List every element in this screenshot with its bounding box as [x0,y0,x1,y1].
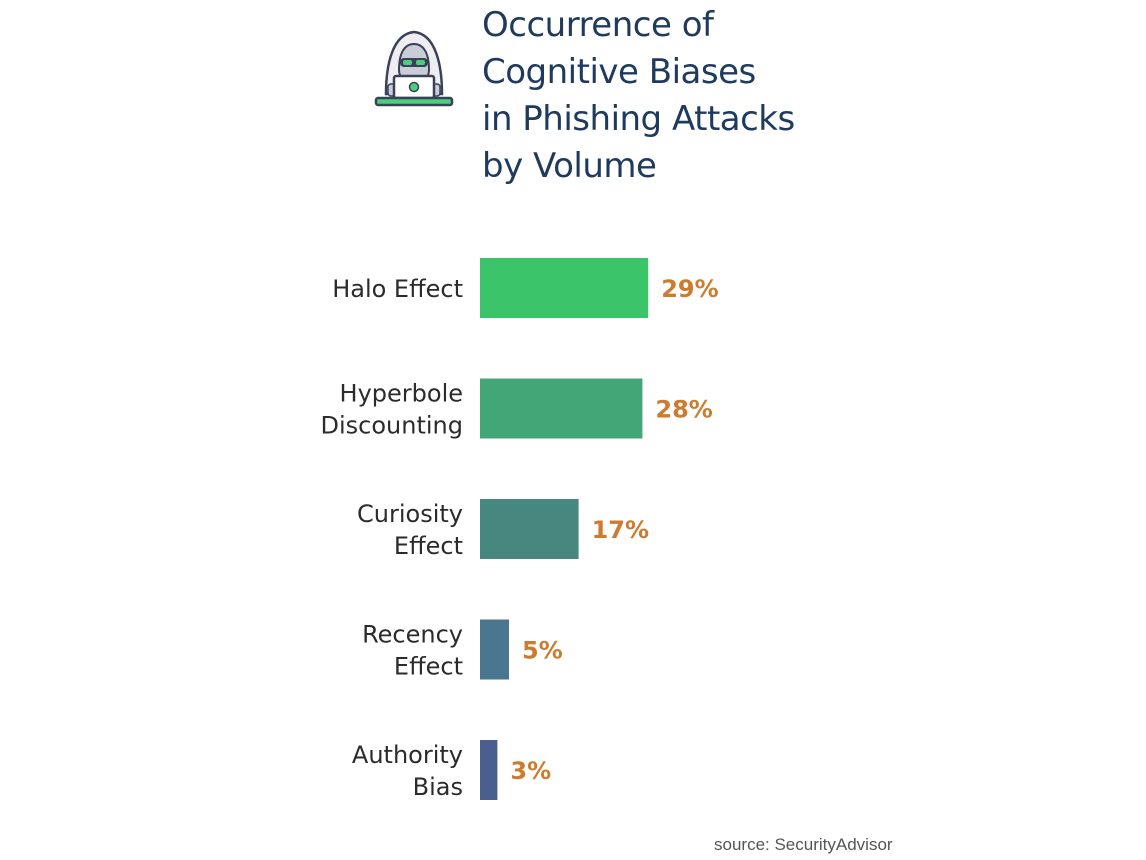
bar-0 [480,258,649,318]
category-label-1-0: Hyperbole [340,380,463,408]
source-note: source: SecurityAdvisor [714,835,893,854]
value-label-4: 3% [510,757,551,785]
header: Occurrence of Cognitive Biases in Phishi… [0,0,1146,200]
value-label-0: 29% [661,275,718,303]
category-label-3-0: Recency [362,621,463,649]
category-label-3-1: Effect [394,653,463,681]
bar-chart: 29% Halo Effect 28% Hyperbole Discounting 17%… [321,258,719,801]
chart-title: Occurrence of Cognitive Biases in Phishi… [482,5,795,186]
bar-3 [480,619,509,680]
category-label-4-1: Bias [413,773,463,801]
bar-2 [480,499,579,559]
bar-4 [480,740,498,800]
category-label-4-0: Authority [352,741,463,769]
value-label-2: 17% [592,516,649,544]
value-label-1: 28% [655,396,712,424]
value-label-3: 5% [522,637,563,665]
category-label-1-1: Discounting [321,412,463,440]
category-label-2-0: Curiosity [357,500,463,528]
category-label-2-1: Effect [394,532,463,560]
bar-1 [480,378,643,439]
hooded-hacker-laptop-icon [374,30,454,107]
category-label-0-0: Halo Effect [332,275,463,303]
